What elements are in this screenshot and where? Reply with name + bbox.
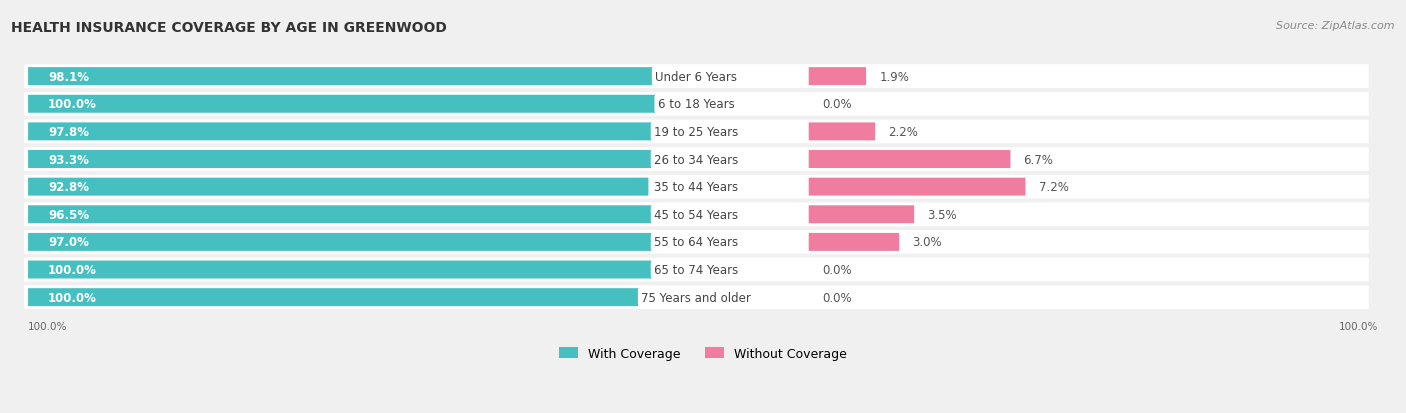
Text: 2.2%: 2.2% — [889, 126, 918, 138]
Text: 98.1%: 98.1% — [48, 71, 89, 83]
Text: 6.7%: 6.7% — [1024, 153, 1053, 166]
Text: 100.0%: 100.0% — [28, 321, 67, 331]
Text: 19 to 25 Years: 19 to 25 Years — [654, 126, 738, 138]
Text: 7.2%: 7.2% — [1039, 181, 1069, 194]
FancyBboxPatch shape — [28, 206, 673, 224]
Text: 100.0%: 100.0% — [48, 291, 97, 304]
Text: 65 to 74 Years: 65 to 74 Years — [654, 263, 738, 276]
Text: 3.5%: 3.5% — [928, 208, 957, 221]
Text: 35 to 44 Years: 35 to 44 Years — [654, 181, 738, 194]
FancyBboxPatch shape — [24, 258, 1368, 282]
Text: 0.0%: 0.0% — [823, 98, 852, 111]
Text: 93.3%: 93.3% — [48, 153, 89, 166]
FancyBboxPatch shape — [808, 123, 875, 141]
Text: Source: ZipAtlas.com: Source: ZipAtlas.com — [1277, 21, 1395, 31]
FancyBboxPatch shape — [28, 261, 696, 279]
FancyBboxPatch shape — [808, 151, 1011, 169]
Text: Under 6 Years: Under 6 Years — [655, 71, 737, 83]
Text: 6 to 18 Years: 6 to 18 Years — [658, 98, 735, 111]
Text: 97.0%: 97.0% — [48, 236, 89, 249]
FancyBboxPatch shape — [28, 289, 696, 306]
FancyBboxPatch shape — [24, 120, 1368, 144]
FancyBboxPatch shape — [808, 233, 900, 251]
Text: 97.8%: 97.8% — [48, 126, 89, 138]
Text: HEALTH INSURANCE COVERAGE BY AGE IN GREENWOOD: HEALTH INSURANCE COVERAGE BY AGE IN GREE… — [11, 21, 447, 35]
Text: 1.9%: 1.9% — [879, 71, 910, 83]
Text: 55 to 64 Years: 55 to 64 Years — [654, 236, 738, 249]
FancyBboxPatch shape — [24, 230, 1368, 254]
Text: 0.0%: 0.0% — [823, 263, 852, 276]
FancyBboxPatch shape — [28, 95, 696, 114]
Text: 100.0%: 100.0% — [48, 263, 97, 276]
FancyBboxPatch shape — [28, 233, 676, 251]
Text: 75 Years and older: 75 Years and older — [641, 291, 751, 304]
FancyBboxPatch shape — [24, 148, 1368, 171]
FancyBboxPatch shape — [808, 178, 1025, 196]
Text: 92.8%: 92.8% — [48, 181, 89, 194]
Text: 100.0%: 100.0% — [48, 98, 97, 111]
FancyBboxPatch shape — [24, 93, 1368, 116]
FancyBboxPatch shape — [24, 203, 1368, 227]
Text: 26 to 34 Years: 26 to 34 Years — [654, 153, 738, 166]
Text: 3.0%: 3.0% — [912, 236, 942, 249]
FancyBboxPatch shape — [28, 68, 683, 86]
FancyBboxPatch shape — [24, 65, 1368, 89]
Legend: With Coverage, Without Coverage: With Coverage, Without Coverage — [554, 342, 852, 365]
FancyBboxPatch shape — [28, 123, 682, 141]
FancyBboxPatch shape — [24, 176, 1368, 199]
FancyBboxPatch shape — [28, 151, 652, 169]
FancyBboxPatch shape — [28, 178, 648, 196]
FancyBboxPatch shape — [808, 206, 914, 224]
Text: 100.0%: 100.0% — [1339, 321, 1378, 331]
Text: 96.5%: 96.5% — [48, 208, 89, 221]
Text: 45 to 54 Years: 45 to 54 Years — [654, 208, 738, 221]
FancyBboxPatch shape — [24, 286, 1368, 309]
FancyBboxPatch shape — [808, 68, 866, 86]
Text: 0.0%: 0.0% — [823, 291, 852, 304]
